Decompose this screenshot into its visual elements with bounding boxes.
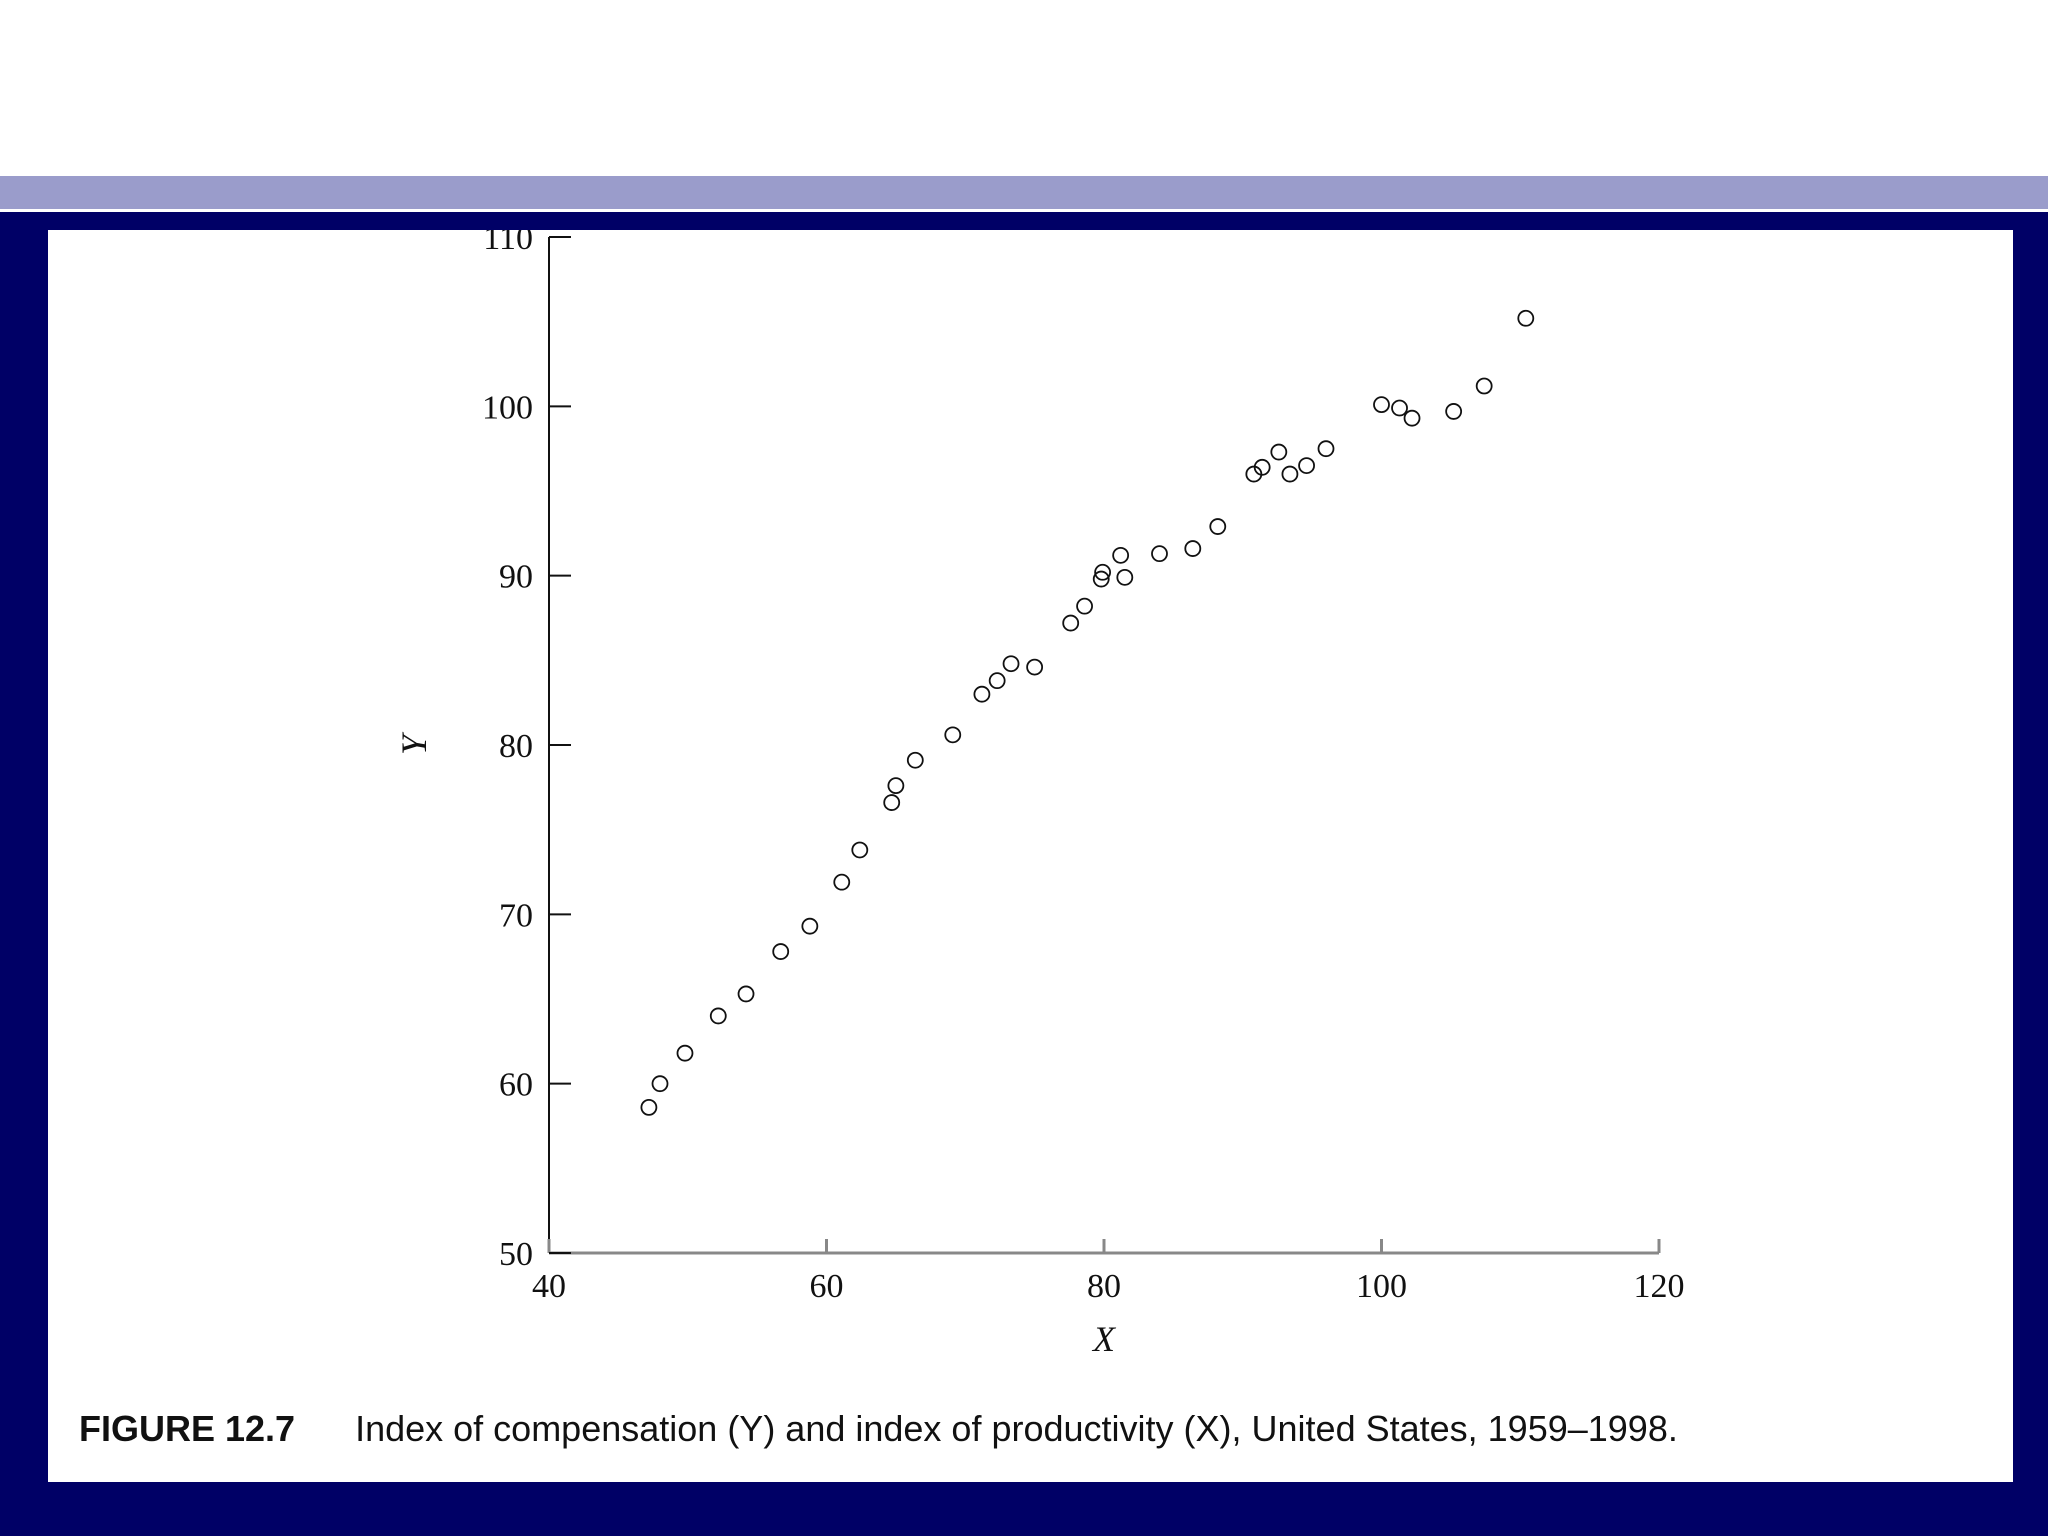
data-point bbox=[1062, 614, 1080, 632]
data-point bbox=[737, 985, 755, 1003]
data-point bbox=[1076, 597, 1093, 615]
data-point bbox=[1391, 399, 1408, 417]
ticks: 40 60 80 100 120 50 60 70 80 90 100 110 bbox=[482, 230, 1685, 1305]
data-point bbox=[1209, 518, 1227, 535]
y-axis-label: Y bbox=[394, 731, 434, 755]
data-point bbox=[1270, 443, 1288, 461]
data-point bbox=[883, 794, 901, 811]
y-tick-label: 110 bbox=[483, 230, 533, 257]
data-point bbox=[1517, 309, 1535, 327]
data-point bbox=[851, 841, 869, 859]
y-tick-label: 100 bbox=[482, 389, 533, 426]
data-point bbox=[1445, 403, 1463, 420]
data-point bbox=[1094, 563, 1112, 581]
figure-panel: 40 60 80 100 120 50 60 70 80 90 100 110 X Y FIGURE … bbox=[48, 230, 2013, 1482]
data-point bbox=[1373, 396, 1390, 414]
data-points bbox=[640, 309, 1535, 1116]
data-point bbox=[1112, 546, 1130, 564]
data-point bbox=[1184, 540, 1202, 557]
title-area bbox=[0, 0, 2048, 175]
data-point bbox=[1092, 570, 1110, 588]
data-point bbox=[1403, 409, 1421, 427]
data-point bbox=[1151, 545, 1168, 563]
data-point bbox=[1298, 457, 1315, 475]
x-tick-label: 120 bbox=[1634, 1268, 1685, 1305]
y-tick-label: 90 bbox=[499, 559, 533, 596]
figure-number: FIGURE 12.7 bbox=[79, 1408, 296, 1449]
data-point bbox=[988, 672, 1006, 690]
y-tick-label: 70 bbox=[499, 897, 533, 934]
data-point bbox=[973, 685, 991, 703]
data-point bbox=[709, 1007, 727, 1025]
data-point bbox=[1317, 440, 1335, 458]
data-point bbox=[801, 917, 819, 935]
data-point bbox=[944, 726, 962, 744]
data-point bbox=[1253, 458, 1271, 476]
axes bbox=[548, 237, 1659, 1255]
data-point bbox=[1116, 568, 1134, 586]
y-tick-label: 80 bbox=[499, 728, 533, 765]
x-tick-label: 80 bbox=[1087, 1268, 1121, 1305]
data-point bbox=[651, 1075, 669, 1093]
data-point bbox=[906, 751, 924, 769]
data-point bbox=[1281, 465, 1299, 483]
figure-caption-text: Index of compensation (Y) and index of p… bbox=[355, 1408, 1678, 1449]
data-point bbox=[833, 873, 851, 891]
data-point bbox=[772, 943, 790, 960]
x-tick-label: 100 bbox=[1356, 1268, 1407, 1305]
y-tick-label: 60 bbox=[499, 1067, 533, 1104]
data-point bbox=[1475, 377, 1493, 395]
data-point bbox=[1026, 658, 1044, 676]
data-point bbox=[1002, 655, 1020, 673]
scatter-plot: 40 60 80 100 120 50 60 70 80 90 100 110 X Y bbox=[394, 230, 1685, 1359]
x-axis-label: X bbox=[1091, 1319, 1117, 1359]
y-tick-label: 50 bbox=[499, 1236, 533, 1273]
data-point bbox=[676, 1044, 694, 1062]
data-point bbox=[887, 777, 905, 795]
x-tick-label: 40 bbox=[532, 1268, 566, 1305]
figure-caption: FIGURE 12.7 Index of compensation (Y) and… bbox=[79, 1408, 1678, 1450]
x-tick-label: 60 bbox=[810, 1268, 844, 1305]
data-point bbox=[640, 1098, 658, 1116]
header-stripe bbox=[0, 176, 2048, 210]
header-stripe-rule bbox=[0, 209, 2048, 212]
